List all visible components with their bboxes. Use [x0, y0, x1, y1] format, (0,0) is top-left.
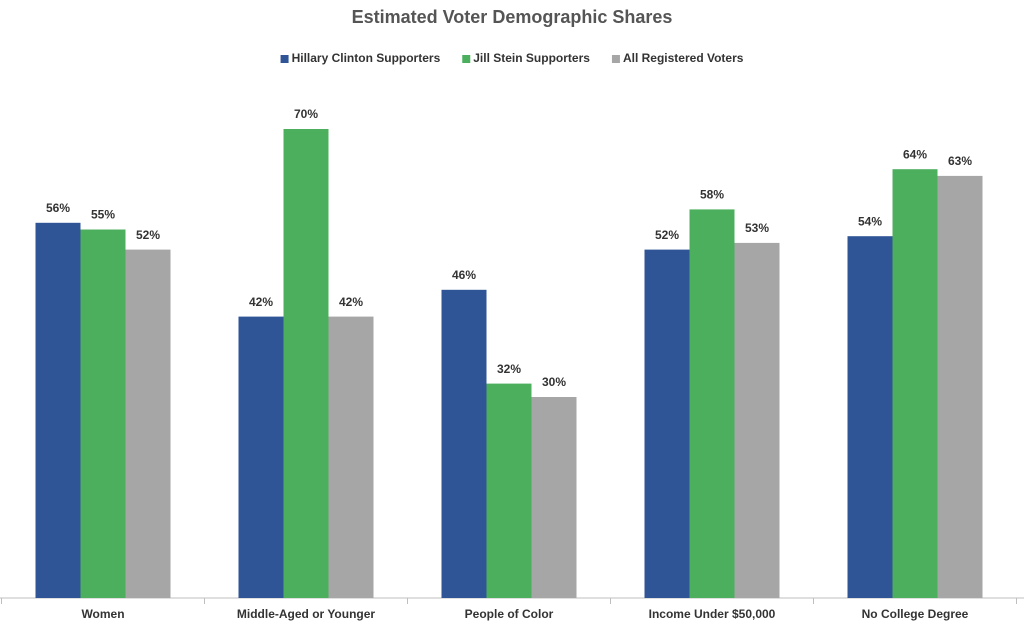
bar	[644, 249, 690, 598]
x-tick-label: No College Degree	[862, 607, 969, 621]
data-label: 64%	[903, 147, 927, 161]
data-label: 46%	[452, 268, 476, 282]
bar	[238, 316, 284, 598]
x-tick-label: Middle-Aged or Younger	[237, 607, 376, 621]
legend-swatch	[462, 55, 471, 63]
bar	[283, 129, 329, 598]
data-label: 52%	[136, 228, 160, 242]
bar	[892, 169, 938, 598]
bar	[734, 242, 780, 598]
data-label: 70%	[294, 107, 318, 121]
data-label: 42%	[339, 295, 363, 309]
chart-title: Estimated Voter Demographic Shares	[352, 7, 673, 27]
data-label: 30%	[542, 375, 566, 389]
bar	[531, 397, 577, 598]
legend-swatch	[280, 55, 289, 63]
data-label: 54%	[858, 214, 882, 228]
data-label: 63%	[948, 154, 972, 168]
x-tick-label: Women	[81, 607, 124, 621]
data-label: 56%	[46, 201, 70, 215]
bar	[125, 249, 171, 598]
bar	[847, 236, 893, 598]
bar	[80, 229, 126, 598]
bar	[328, 316, 374, 598]
x-tick-label: Income Under $50,000	[649, 607, 776, 621]
legend-label: Jill Stein Supporters	[473, 51, 590, 65]
data-label: 58%	[700, 188, 724, 202]
data-label: 42%	[249, 295, 273, 309]
data-label: 52%	[655, 228, 679, 242]
x-tick-label: People of Color	[465, 607, 554, 621]
data-label: 55%	[91, 208, 115, 222]
bar	[441, 289, 487, 598]
bar	[689, 209, 735, 598]
data-label: 53%	[745, 221, 769, 235]
legend-label: Hillary Clinton Supporters	[292, 51, 441, 65]
legend-label: All Registered Voters	[623, 51, 744, 65]
bar	[486, 383, 532, 598]
bar	[937, 175, 983, 598]
data-label: 32%	[497, 362, 521, 376]
bar	[35, 222, 81, 599]
legend-swatch	[611, 55, 620, 63]
